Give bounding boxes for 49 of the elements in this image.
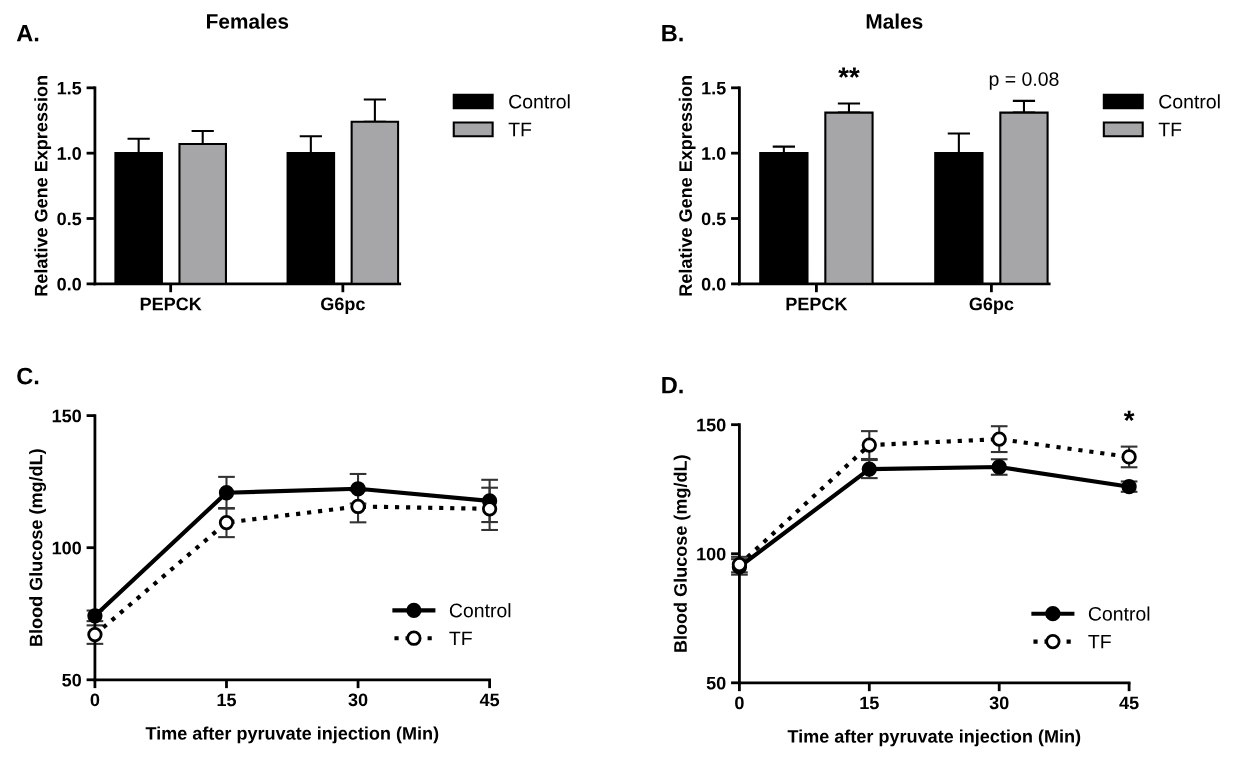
x-tick-label: 0 <box>735 696 744 710</box>
legend-label: TF <box>449 631 472 646</box>
y-tick-label: 150 <box>52 409 81 423</box>
y-tick-label: 1.0 <box>702 147 726 160</box>
legend-label: TF <box>1088 635 1111 649</box>
y-tick-label: 1.5 <box>57 81 82 95</box>
text: A. <box>16 25 39 42</box>
y-tick-label: 1.0 <box>57 147 81 160</box>
legend-label: TF <box>1158 122 1182 137</box>
x-tick-label: PEPCK <box>140 297 202 311</box>
legend-label: Control <box>1159 94 1220 109</box>
x-tick-label: 45 <box>1119 696 1139 710</box>
x-tick-label: G6pc <box>969 297 1014 314</box>
text: * <box>1123 410 1135 421</box>
y-tick-label: 1.5 <box>702 81 726 95</box>
y-tick-label: 100 <box>52 541 81 555</box>
y-tick-label: 50 <box>62 673 81 687</box>
x-tick-label: PEPCK <box>786 297 848 311</box>
text: B. <box>662 25 683 42</box>
y-axis-title: Relative Gene Expression <box>34 76 52 296</box>
y-tick-label: 100 <box>697 547 726 561</box>
x-tick-label: 15 <box>860 696 879 710</box>
y-axis-title: Blood Glucose (mg/dL) <box>673 455 691 652</box>
y-axis-title: Blood Glucose (mg/dL) <box>29 449 47 646</box>
y-axis-title: Relative Gene Expression <box>678 76 696 296</box>
x-tick-label: 30 <box>348 693 368 707</box>
legend-label: TF <box>508 122 532 137</box>
annotation: p = 0.08 <box>989 72 1059 90</box>
y-tick-label: 50 <box>706 676 726 690</box>
x-tick-label: 30 <box>989 696 1009 710</box>
legend-label: Control <box>509 94 570 109</box>
x-tick-label: 0 <box>90 693 100 707</box>
y-tick-label: 0.0 <box>701 277 726 291</box>
chart-title: Females <box>207 13 289 29</box>
y-tick-label: 150 <box>697 418 726 432</box>
y-tick-label: 0.5 <box>701 212 726 226</box>
x-tick-label: 45 <box>479 693 500 707</box>
text: ** <box>838 67 860 78</box>
y-tick-label: 0.0 <box>57 277 81 291</box>
x-axis-title: Time after pyruvate injection (Min) <box>787 729 1081 747</box>
x-axis-title: Time after pyruvate injection (Min) <box>145 726 439 744</box>
y-tick-label: 0.5 <box>57 212 82 226</box>
chart-title: Males <box>866 13 923 29</box>
x-tick-label: G6pc <box>321 297 365 314</box>
text: C. <box>17 367 39 385</box>
legend-label: Control <box>1088 606 1150 621</box>
x-tick-label: 15 <box>217 693 237 707</box>
text: D. <box>662 377 683 394</box>
legend-label: Control <box>449 603 511 618</box>
